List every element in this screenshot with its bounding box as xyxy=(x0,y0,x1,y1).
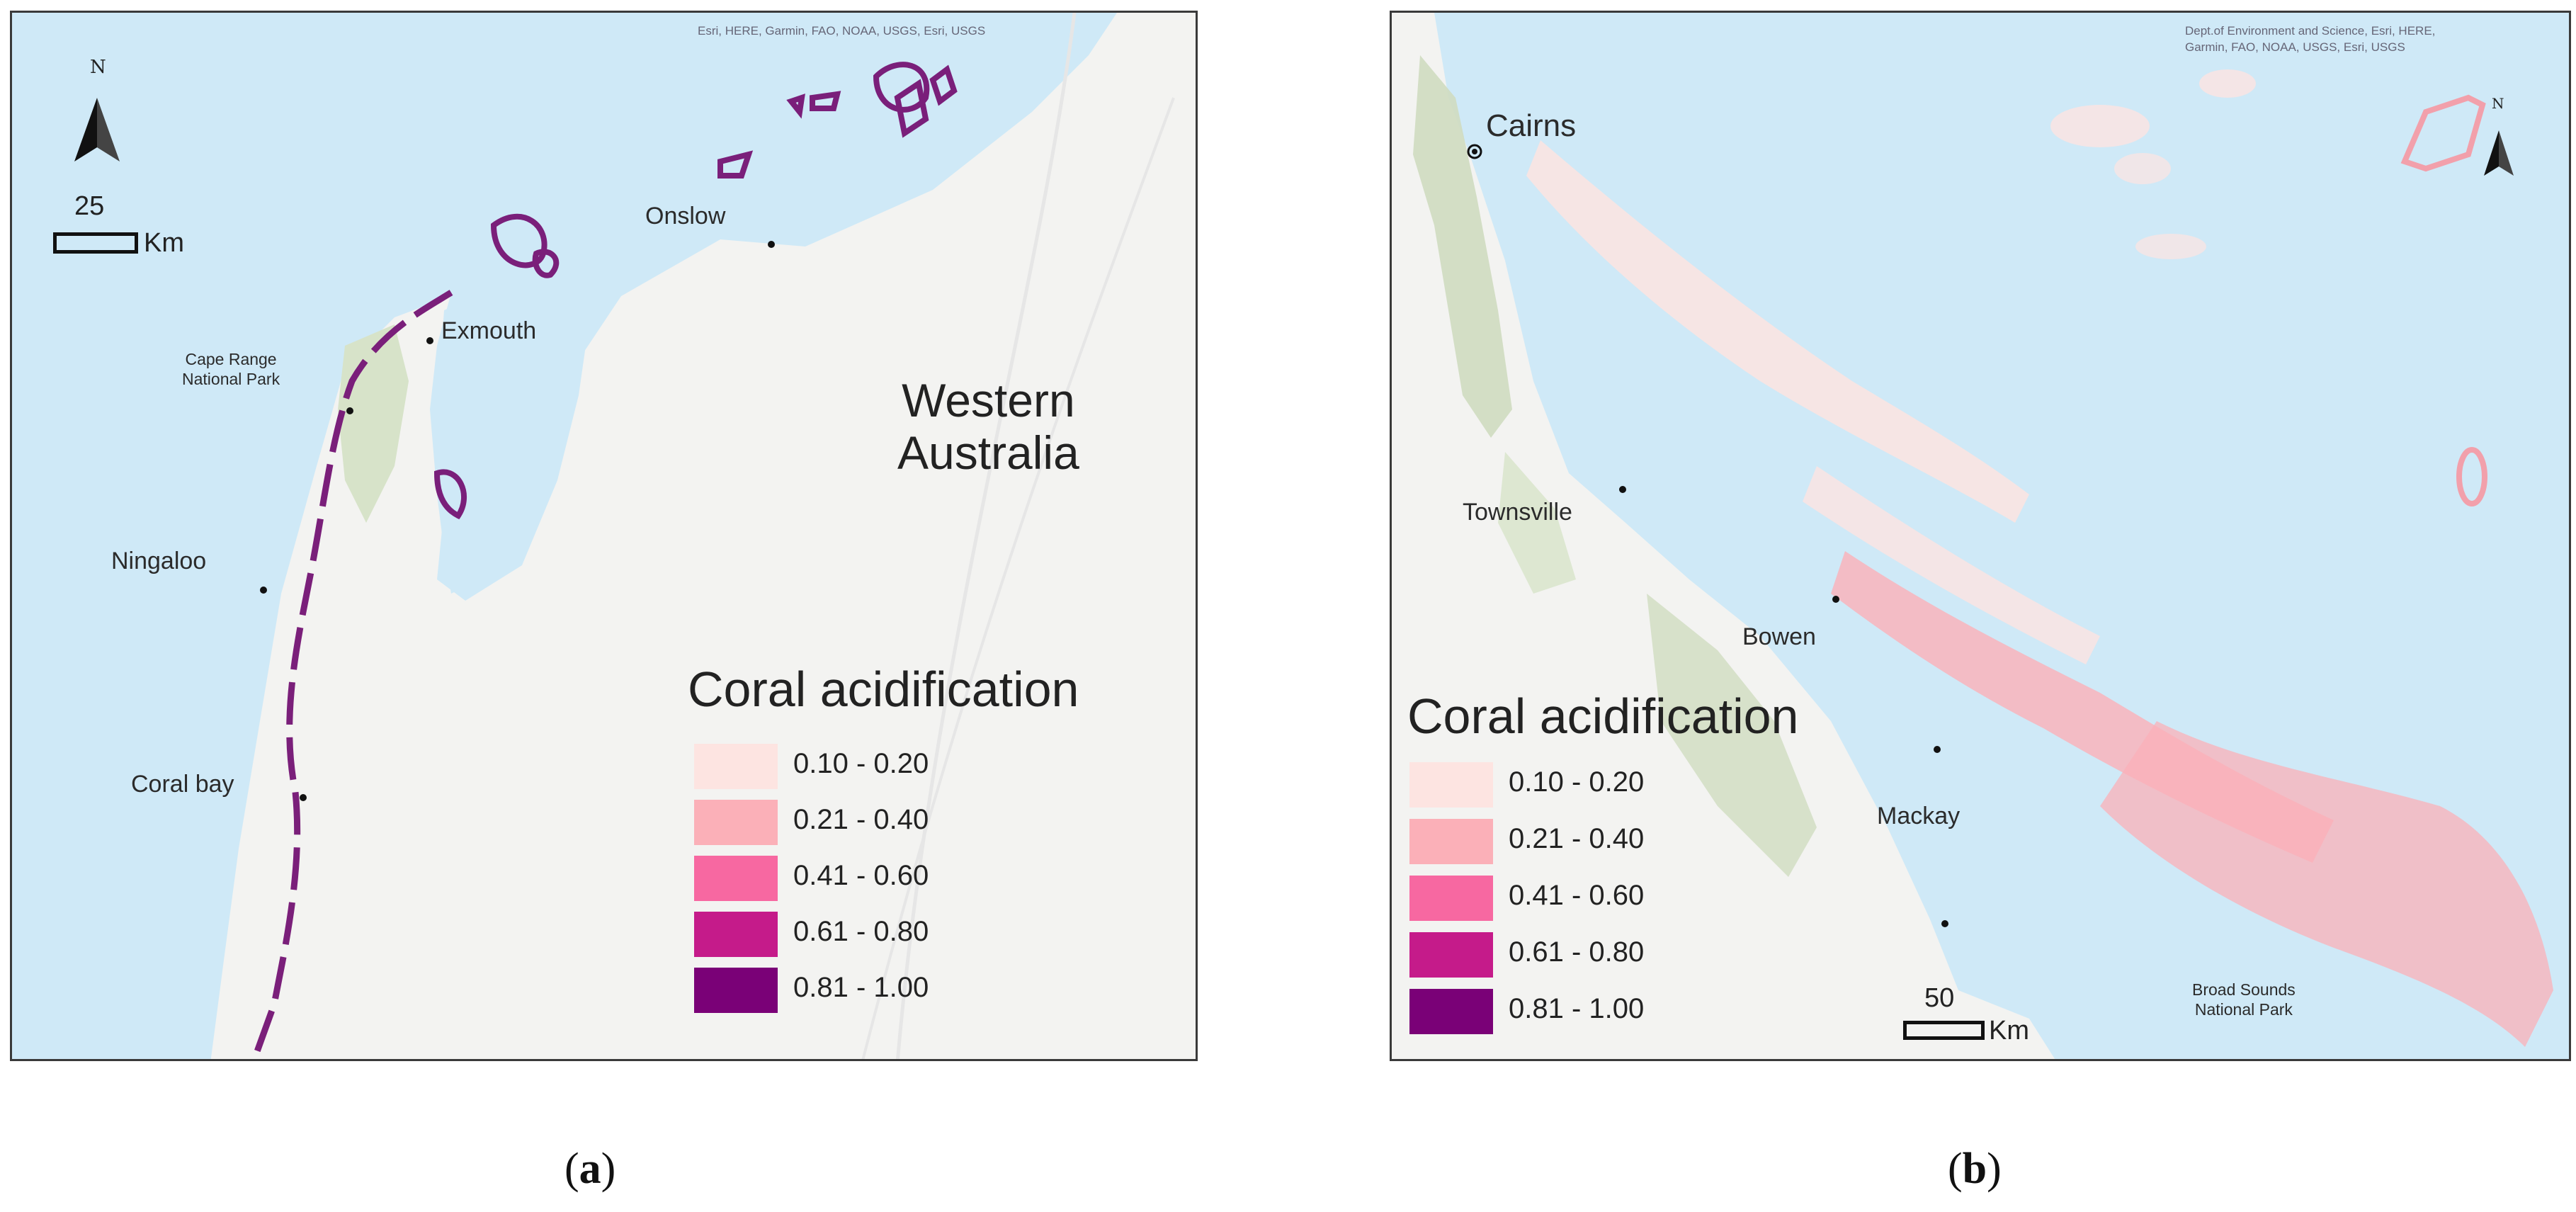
coral-reefs-pale xyxy=(1526,69,2256,664)
place-coral-bay: Coral bay xyxy=(131,771,234,798)
legend-label: 0.21 - 0.40 xyxy=(1509,823,1645,854)
place-onslow: Onslow xyxy=(645,203,726,230)
legend-label: 0.61 - 0.80 xyxy=(793,916,929,947)
vegetation-range xyxy=(1413,55,1512,438)
map-a-basemap xyxy=(12,13,1196,1059)
north-label-a: N xyxy=(90,57,106,78)
map-panel-a: Esri, HERE, Garmin, FAO, NOAA, USGS, Esr… xyxy=(10,11,1198,1061)
attribution-b: Dept.of Environment and Science, Esri, H… xyxy=(2185,24,2436,54)
place-townsville: Townsville xyxy=(1463,499,1572,526)
coral-reefs-pink xyxy=(1831,94,2553,1047)
coral-outlines-a xyxy=(433,62,958,520)
legend-title-a: Coral acidification xyxy=(688,662,1079,717)
legend-label: 0.41 - 0.60 xyxy=(793,860,929,891)
attribution-a: Esri, HERE, Garmin, FAO, NOAA, USGS, Esr… xyxy=(698,24,986,38)
scale-unit-b: Km xyxy=(1989,1016,2029,1046)
north-label-b: N xyxy=(2492,95,2504,112)
legend-swatch xyxy=(694,744,778,789)
region-label-western-australia: Western Australia xyxy=(897,374,1079,479)
legend-label: 0.41 - 0.60 xyxy=(1509,880,1645,911)
legend-title-b: Coral acidification xyxy=(1407,689,1799,744)
place-mackay: Mackay xyxy=(1877,803,1961,829)
legend-swatch xyxy=(1409,989,1493,1034)
legend-swatch xyxy=(694,856,778,901)
place-broad-sounds: Broad Sounds National Park xyxy=(2192,980,2296,1019)
caption-b-letter: b xyxy=(1962,1145,1987,1193)
scale-unit-a: Km xyxy=(144,228,184,258)
place-exmouth: Exmouth xyxy=(441,317,537,344)
north-arrow-a xyxy=(74,98,120,162)
scale-bar-a xyxy=(53,232,138,254)
legend-swatch xyxy=(1409,932,1493,978)
land-coast xyxy=(1392,13,2055,1059)
legend-label: 0.61 - 0.80 xyxy=(1509,936,1645,968)
legend-label: 0.10 - 0.20 xyxy=(1509,766,1645,798)
legend-label: 0.81 - 1.00 xyxy=(793,972,929,1003)
map-panel-b: Dept.of Environment and Science, Esri, H… xyxy=(1390,11,2571,1061)
legend-swatch xyxy=(1409,876,1493,921)
legend-label: 0.81 - 1.00 xyxy=(1509,993,1645,1024)
north-arrow-b xyxy=(2484,130,2514,176)
caption-a-letter: a xyxy=(579,1145,601,1193)
scale-value-b: 50 xyxy=(1924,983,1955,1013)
place-cairns: Cairns xyxy=(1486,108,1577,143)
land-mainland xyxy=(210,13,1196,1059)
legend-swatch xyxy=(1409,762,1493,808)
map-b-basemap xyxy=(1392,13,2569,1059)
legend-label: 0.10 - 0.20 xyxy=(793,748,929,779)
legend-swatch xyxy=(694,912,778,957)
legend-label: 0.21 - 0.40 xyxy=(793,804,929,835)
legend-swatch xyxy=(694,968,778,1013)
caption-b: (b) xyxy=(1948,1145,2002,1193)
place-ningaloo: Ningaloo xyxy=(111,548,207,574)
gulf-water xyxy=(437,282,593,601)
legend-swatch xyxy=(1409,819,1493,864)
legend-swatch xyxy=(694,800,778,845)
place-bowen: Bowen xyxy=(1742,623,1816,650)
scale-value-a: 25 xyxy=(74,191,105,221)
caption-a: (a) xyxy=(564,1145,616,1193)
scale-bar-b xyxy=(1903,1021,1985,1040)
place-cape-range: Cape Range National Park xyxy=(182,350,280,388)
coral-ningaloo-reef xyxy=(251,290,453,1059)
